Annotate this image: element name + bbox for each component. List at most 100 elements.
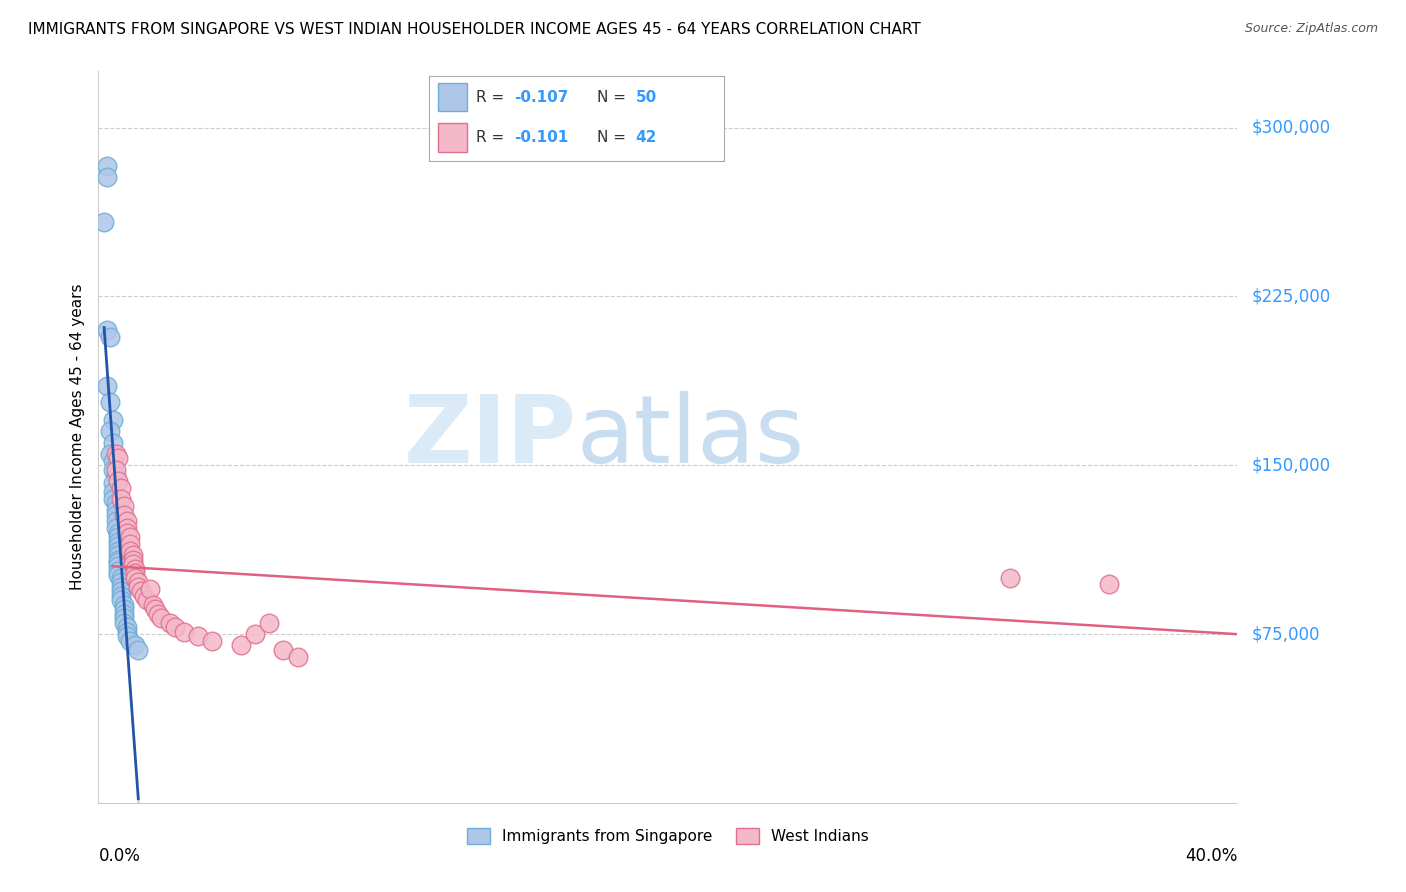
Text: N =: N = <box>598 130 631 145</box>
Point <box>107 539 129 553</box>
Point <box>101 491 124 506</box>
Point <box>112 615 135 630</box>
Text: 40.0%: 40.0% <box>1185 847 1237 864</box>
Text: 42: 42 <box>636 130 657 145</box>
Point <box>124 638 146 652</box>
Point <box>104 463 127 477</box>
Text: atlas: atlas <box>576 391 806 483</box>
Point <box>115 525 138 540</box>
Point <box>118 543 141 558</box>
Point <box>110 575 132 590</box>
Point <box>112 602 135 616</box>
Point <box>101 413 124 427</box>
Point <box>118 537 141 551</box>
Text: ZIP: ZIP <box>404 391 576 483</box>
Point <box>107 534 129 549</box>
Text: $75,000: $75,000 <box>1251 625 1320 643</box>
Point <box>135 593 157 607</box>
Text: $300,000: $300,000 <box>1251 119 1330 136</box>
Bar <box>437 123 467 152</box>
Point <box>104 503 127 517</box>
Point <box>112 611 135 625</box>
Point <box>138 582 160 596</box>
Point <box>93 215 115 229</box>
Point <box>121 553 143 567</box>
Point <box>104 447 127 461</box>
Point <box>107 451 129 466</box>
Text: Source: ZipAtlas.com: Source: ZipAtlas.com <box>1244 22 1378 36</box>
Point <box>107 564 129 578</box>
Point <box>107 559 129 574</box>
Bar <box>437 83 467 112</box>
Text: $150,000: $150,000 <box>1251 456 1330 475</box>
Point <box>101 453 124 467</box>
Point <box>1098 577 1121 591</box>
Legend: Immigrants from Singapore, West Indians: Immigrants from Singapore, West Indians <box>461 822 875 850</box>
Point <box>124 571 146 585</box>
Point <box>187 629 209 643</box>
Text: R =: R = <box>477 89 509 104</box>
Point <box>173 624 195 639</box>
Point <box>132 589 155 603</box>
Point <box>259 615 281 630</box>
Text: 50: 50 <box>636 89 657 104</box>
Text: 0.0%: 0.0% <box>98 847 141 864</box>
Point <box>273 642 295 657</box>
Point <box>110 584 132 599</box>
Point <box>127 575 149 590</box>
Point <box>110 491 132 506</box>
Text: $225,000: $225,000 <box>1251 287 1330 305</box>
Point <box>115 521 138 535</box>
Point <box>243 627 266 641</box>
Point <box>104 496 127 510</box>
Point <box>107 555 129 569</box>
Text: -0.101: -0.101 <box>515 130 568 145</box>
Point <box>118 530 141 544</box>
Point <box>107 530 129 544</box>
Point <box>107 543 129 558</box>
Point <box>98 330 121 344</box>
Point <box>165 620 187 634</box>
Point <box>107 474 129 488</box>
Point <box>998 571 1021 585</box>
Point <box>107 553 129 567</box>
Point <box>101 485 124 500</box>
Point <box>101 463 124 477</box>
Point <box>112 607 135 621</box>
Point <box>201 633 224 648</box>
Point <box>101 476 124 491</box>
Point <box>124 562 146 576</box>
Point <box>101 435 124 450</box>
Point <box>107 568 129 582</box>
Point <box>112 499 135 513</box>
Point <box>127 642 149 657</box>
Point <box>141 598 163 612</box>
Point <box>104 521 127 535</box>
Point <box>110 481 132 495</box>
Text: N =: N = <box>598 89 631 104</box>
Point <box>112 598 135 612</box>
Point <box>121 548 143 562</box>
Point <box>129 584 152 599</box>
Point <box>229 638 252 652</box>
Text: -0.107: -0.107 <box>515 89 569 104</box>
Point <box>107 525 129 540</box>
Point <box>150 611 173 625</box>
Point <box>115 515 138 529</box>
Point <box>104 469 127 483</box>
Point <box>98 395 121 409</box>
Point <box>118 633 141 648</box>
Point <box>104 508 127 522</box>
Point <box>145 602 167 616</box>
Point <box>115 624 138 639</box>
Point <box>104 515 127 529</box>
Point <box>96 379 118 393</box>
Y-axis label: Householder Income Ages 45 - 64 years: Householder Income Ages 45 - 64 years <box>69 284 84 591</box>
Point <box>96 323 118 337</box>
Point <box>110 580 132 594</box>
Point <box>124 566 146 581</box>
Point <box>110 571 132 585</box>
Point <box>110 593 132 607</box>
Point <box>287 649 309 664</box>
Point <box>115 629 138 643</box>
